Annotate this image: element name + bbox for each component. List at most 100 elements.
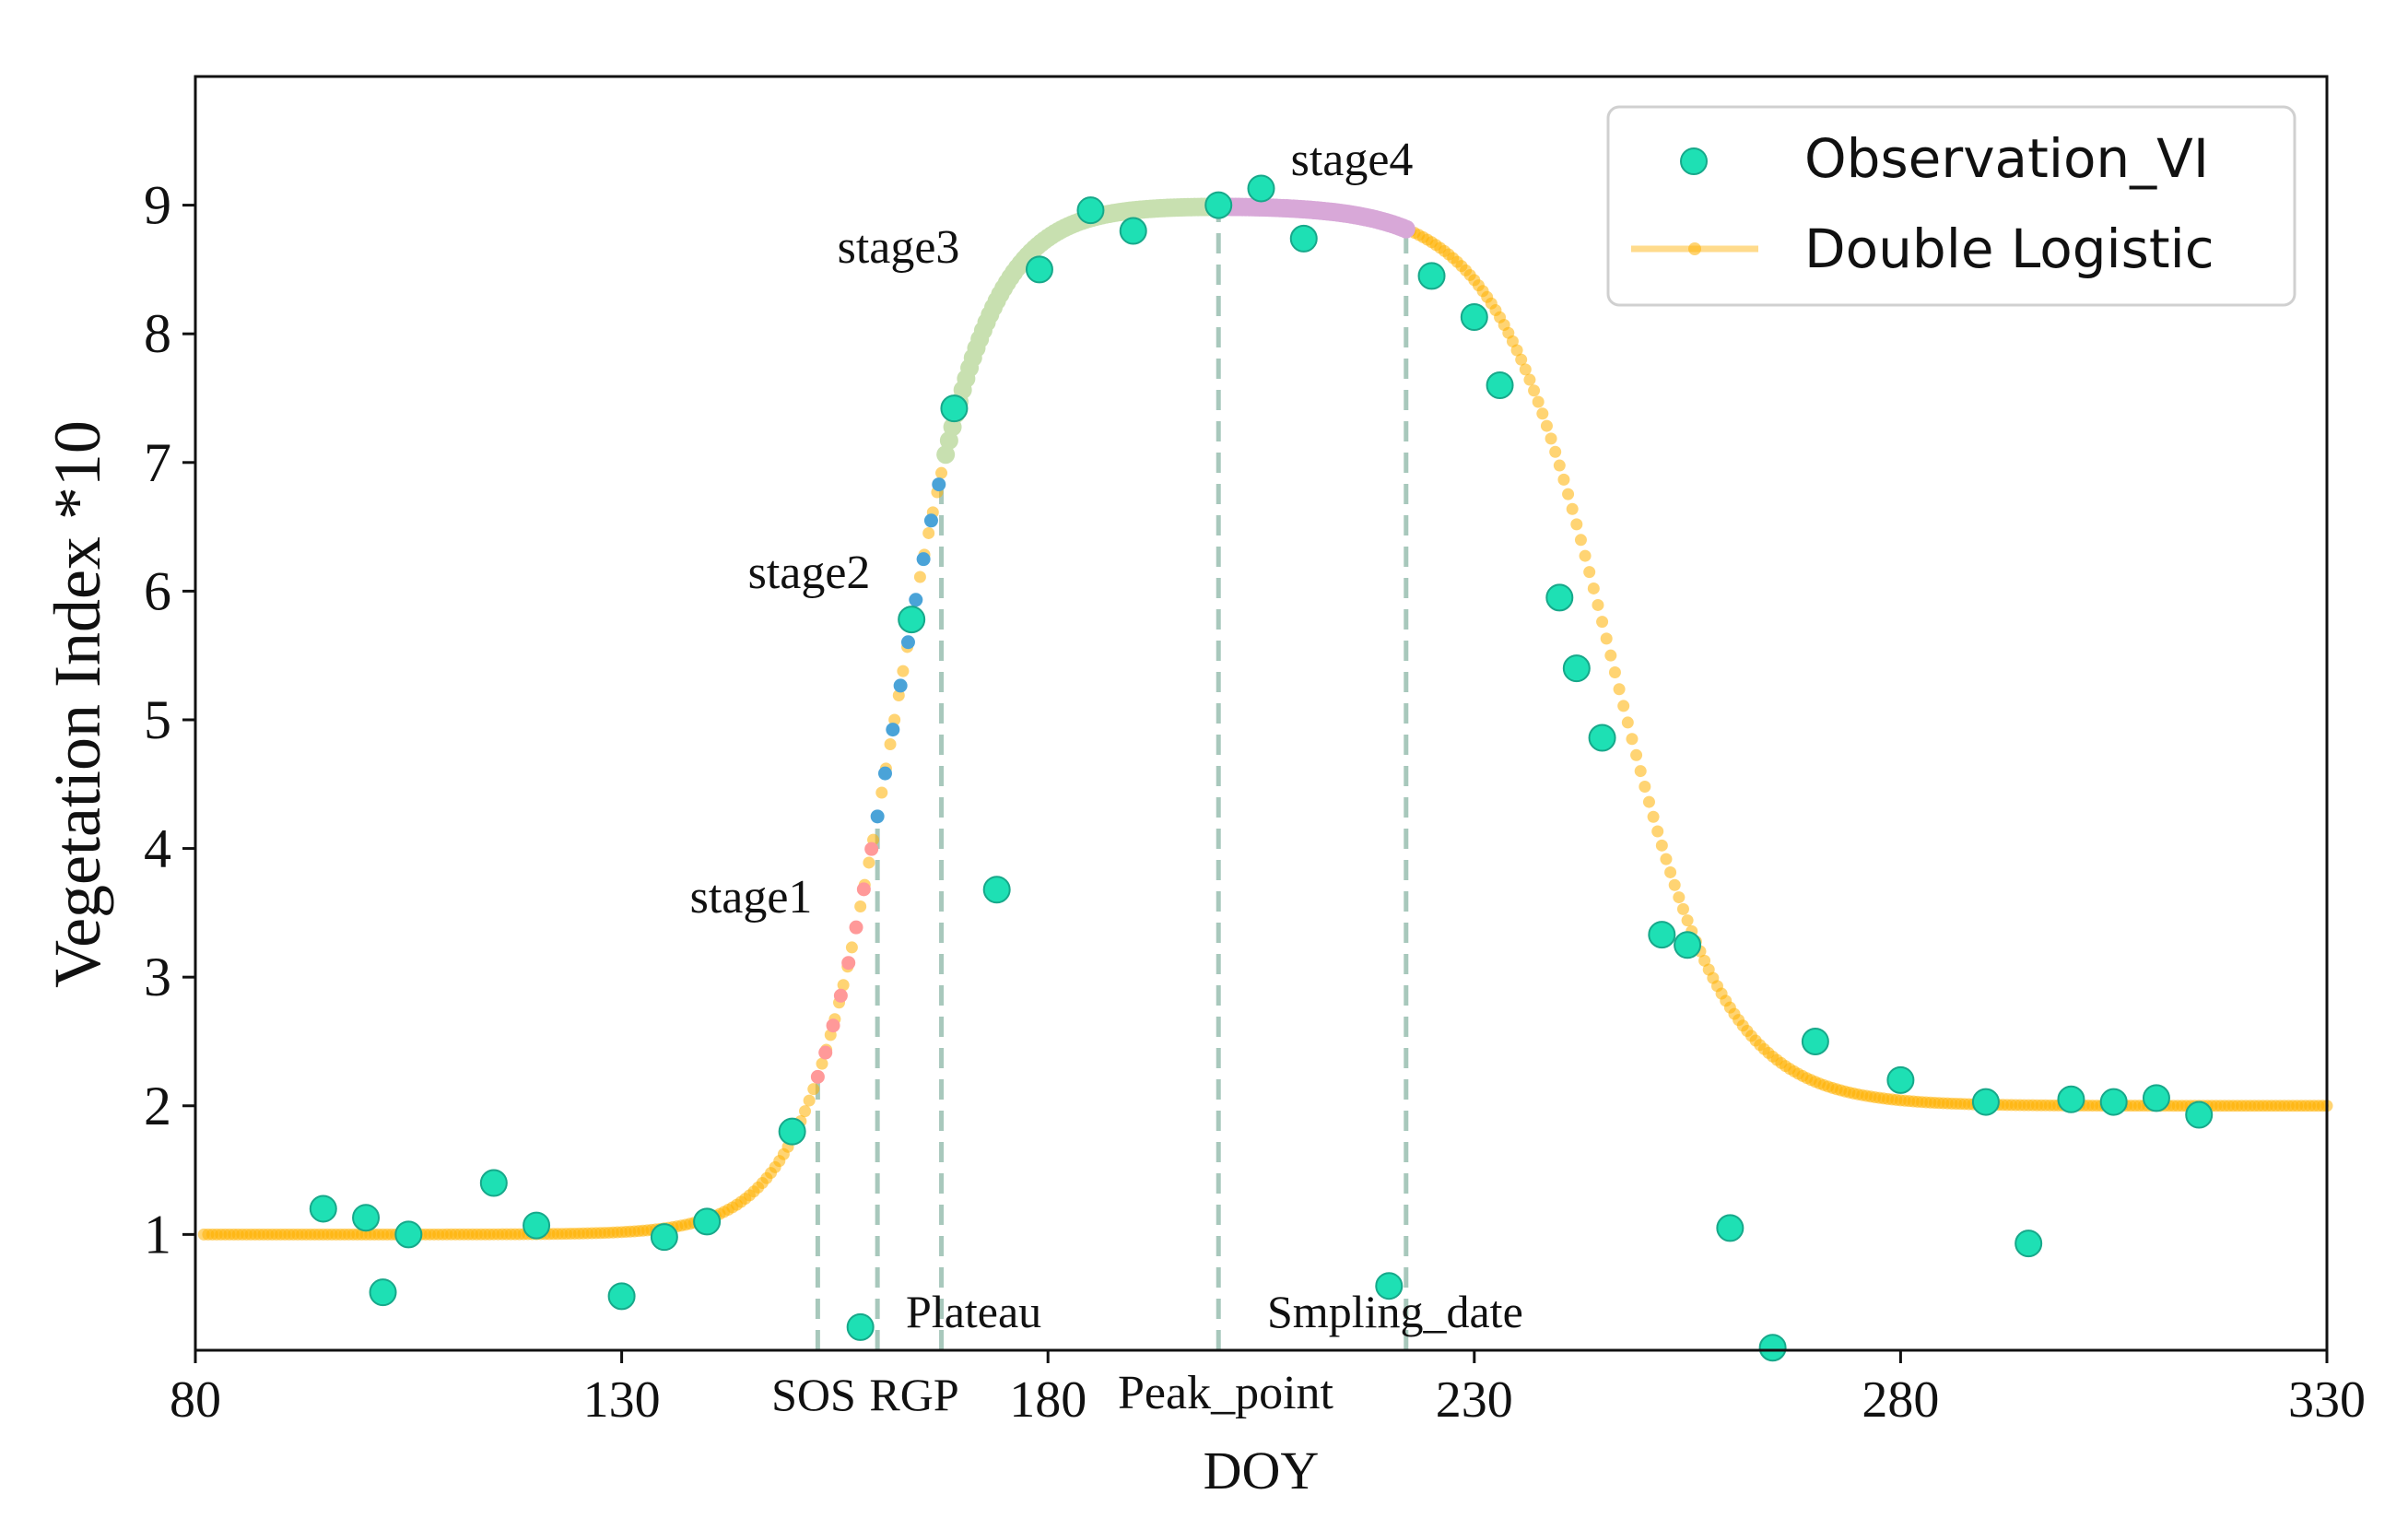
- observation-point: [1486, 371, 1514, 400]
- stage4-label: stage4: [1291, 134, 1414, 186]
- observation-point: [650, 1223, 678, 1252]
- observation-point: [309, 1194, 337, 1223]
- stage1-point: [810, 1069, 825, 1084]
- legend-box: [1606, 105, 2296, 307]
- curve-point: [875, 786, 888, 799]
- curve-point: [922, 526, 935, 539]
- observation-point: [1648, 921, 1676, 949]
- curve-point: [1519, 363, 1532, 376]
- curve-point: [1698, 954, 1711, 967]
- observation-point: [1204, 191, 1233, 219]
- observation-point: [2014, 1230, 2043, 1258]
- stage1-point: [833, 988, 848, 1003]
- stage1-point: [856, 882, 871, 897]
- annotations: stage1 stage2 stage3 stage4 SOS RGP Plat…: [690, 134, 1523, 1420]
- curve-point: [897, 665, 910, 677]
- observation-point: [1460, 303, 1488, 332]
- curve-point: [863, 856, 875, 869]
- curve-point: [1668, 878, 1681, 891]
- curve-point: [1608, 665, 1621, 678]
- stage4-point: [1396, 219, 1415, 239]
- observation-point: [1886, 1065, 1915, 1094]
- y-tick-label: 7: [144, 432, 171, 493]
- curve-point: [1566, 502, 1579, 515]
- stage1-point: [826, 1018, 840, 1033]
- observation-point: [1417, 262, 1446, 290]
- observation-point: [2099, 1088, 2128, 1116]
- curve-point: [1583, 566, 1596, 579]
- observation-point: [1375, 1272, 1404, 1300]
- legend-label-observation: Observation_VI: [1804, 127, 2209, 190]
- x-tick-label: 80: [170, 1371, 221, 1429]
- double-logistic-curve: [197, 200, 2333, 1241]
- observation-point: [1801, 1027, 1829, 1055]
- observation-point: [2057, 1085, 2085, 1113]
- observation-point: [607, 1282, 636, 1311]
- plot-layer: [197, 174, 2333, 1362]
- stage2-point: [916, 552, 931, 567]
- curve-point: [1664, 865, 1677, 878]
- curve-point: [1673, 891, 1686, 904]
- curve-point: [1651, 825, 1664, 838]
- y-tick-label: 6: [144, 560, 171, 621]
- curve-point: [1515, 353, 1528, 366]
- y-axis-label: Vegetation Index *10: [41, 420, 114, 988]
- observation-point: [1025, 255, 1053, 284]
- stage4-segment: [1209, 197, 1415, 239]
- stage1-point: [849, 920, 863, 935]
- observation-point: [982, 876, 1011, 904]
- curve-point: [1574, 534, 1587, 547]
- observation-point: [1562, 654, 1591, 683]
- observation-point: [1119, 217, 1147, 245]
- curve-point: [1528, 384, 1541, 397]
- observation-point: [1545, 583, 1574, 612]
- curve-point: [1506, 335, 1519, 347]
- observation-point: [1289, 224, 1318, 253]
- curve-point: [803, 1094, 816, 1107]
- curve-point: [845, 941, 858, 954]
- x-tick-label: 330: [2288, 1371, 2366, 1429]
- curve-point: [1634, 765, 1647, 778]
- curve-point: [816, 1057, 828, 1070]
- observation-point: [1076, 196, 1105, 225]
- y-axis-ticks: 1 2 3 4 5 6 7 8 9: [144, 175, 195, 1265]
- curve-point: [1549, 445, 1562, 458]
- observation-point: [693, 1207, 722, 1236]
- curve-point: [1613, 683, 1626, 696]
- stage2-point: [886, 723, 900, 737]
- curve-point: [1626, 733, 1639, 746]
- y-tick-label: 8: [144, 303, 171, 364]
- observation-point: [1716, 1214, 1744, 1242]
- observation-point: [1674, 931, 1702, 959]
- peak-point-label: Peak_point: [1118, 1367, 1334, 1419]
- curve-point: [799, 1105, 812, 1118]
- observation-point: [2185, 1100, 2214, 1129]
- curve-point: [1570, 518, 1583, 531]
- x-tick-label: 230: [1436, 1371, 1513, 1429]
- curve-point: [807, 1083, 820, 1096]
- observation-point: [394, 1220, 423, 1249]
- curve-point: [884, 737, 897, 750]
- observation-point: [846, 1312, 875, 1341]
- curve-point: [1660, 853, 1673, 865]
- observation-point: [2142, 1084, 2170, 1112]
- curve-point: [1532, 395, 1545, 408]
- sos-label: SOS: [771, 1369, 856, 1420]
- observation-point: [778, 1117, 806, 1146]
- curve-point: [1562, 488, 1575, 500]
- stage2-label: stage2: [748, 547, 871, 599]
- curve-point: [1621, 716, 1634, 729]
- curve-point: [1655, 839, 1668, 852]
- y-tick-label: 4: [144, 818, 171, 879]
- observation-point: [1588, 724, 1616, 752]
- sampling-date-label: Smpling_date: [1267, 1286, 1523, 1337]
- legend-marker-observation: [1680, 147, 1708, 175]
- curve-point: [1579, 549, 1592, 562]
- stage2-point: [923, 513, 938, 528]
- stage1-point: [841, 956, 856, 971]
- stage2-point: [893, 678, 908, 693]
- legend-label-curve: Double Logistic: [1804, 218, 2214, 280]
- y-tick-label: 3: [144, 947, 171, 1007]
- plateau-label: Plateau: [906, 1286, 1041, 1337]
